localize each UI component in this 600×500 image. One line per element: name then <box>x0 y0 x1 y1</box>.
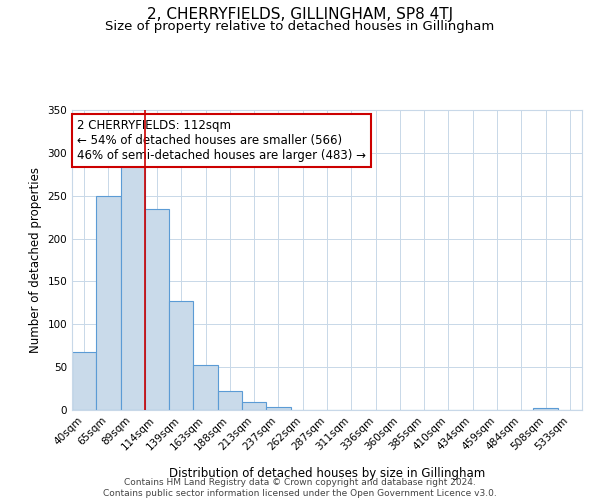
Text: Distribution of detached houses by size in Gillingham: Distribution of detached houses by size … <box>169 468 485 480</box>
Text: Contains HM Land Registry data © Crown copyright and database right 2024.
Contai: Contains HM Land Registry data © Crown c… <box>103 478 497 498</box>
Bar <box>218 391 242 410</box>
Bar <box>72 352 96 410</box>
Bar <box>121 163 145 410</box>
Text: 2, CHERRYFIELDS, GILLINGHAM, SP8 4TJ: 2, CHERRYFIELDS, GILLINGHAM, SP8 4TJ <box>147 8 453 22</box>
Text: 2 CHERRYFIELDS: 112sqm
← 54% of detached houses are smaller (566)
46% of semi-de: 2 CHERRYFIELDS: 112sqm ← 54% of detached… <box>77 119 366 162</box>
Bar <box>145 208 169 410</box>
Bar <box>266 406 290 410</box>
Bar <box>96 196 121 410</box>
Bar <box>169 301 193 410</box>
Bar <box>193 364 218 410</box>
Bar <box>242 402 266 410</box>
Text: Size of property relative to detached houses in Gillingham: Size of property relative to detached ho… <box>106 20 494 33</box>
Bar <box>533 408 558 410</box>
Y-axis label: Number of detached properties: Number of detached properties <box>29 167 42 353</box>
